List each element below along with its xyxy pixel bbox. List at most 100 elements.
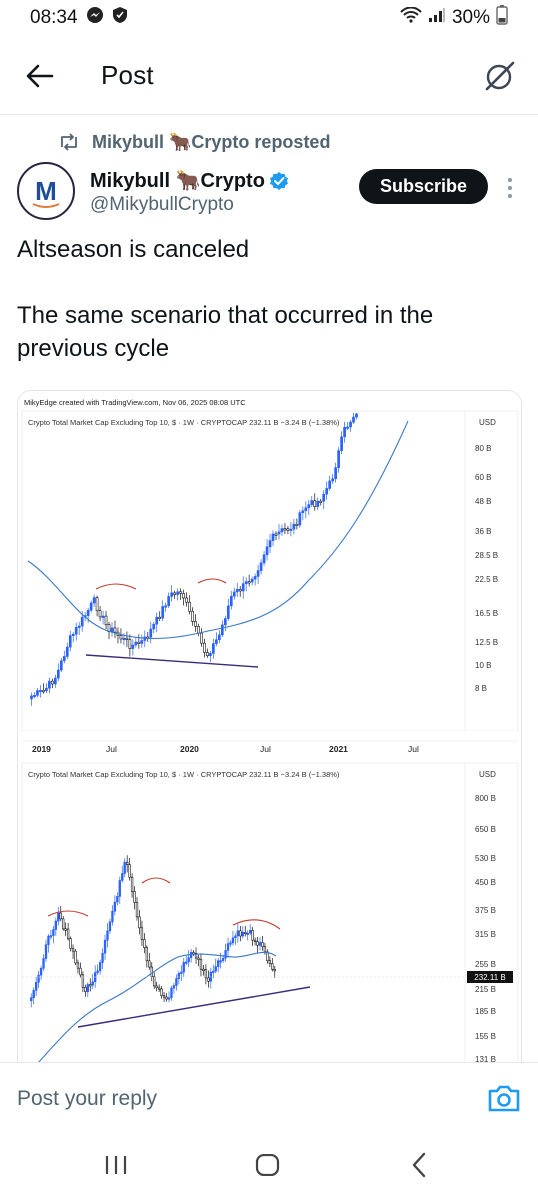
support-trendline xyxy=(77,986,311,1028)
candle xyxy=(238,589,242,592)
candle xyxy=(197,625,200,634)
candle xyxy=(33,694,36,698)
candle xyxy=(212,643,215,654)
repost-indicator[interactable]: Mikybull 🐂Crypto reposted xyxy=(58,130,330,154)
messenger-icon xyxy=(86,6,104,30)
grok-button[interactable] xyxy=(482,58,518,94)
candle xyxy=(235,589,239,593)
candle xyxy=(128,864,131,878)
candle xyxy=(96,970,99,973)
candle xyxy=(273,969,276,972)
candle xyxy=(271,963,274,970)
candle xyxy=(95,597,99,612)
more-options-button[interactable] xyxy=(500,174,520,202)
candle xyxy=(64,928,67,931)
y-tick-label: 22.5 B xyxy=(475,575,498,584)
candle xyxy=(77,625,81,628)
avatar[interactable]: M xyxy=(17,162,75,220)
system-back-button[interactable] xyxy=(410,1152,428,1183)
candle xyxy=(59,912,62,920)
candle xyxy=(119,635,123,640)
candle xyxy=(337,450,340,468)
post-image[interactable]: MikyEdge created with TradingView.com, N… xyxy=(17,390,522,1062)
x-tick-label: 2020 xyxy=(180,744,199,754)
y-tick-label: 16.5 B xyxy=(475,609,498,618)
subscribe-button[interactable]: Subscribe xyxy=(359,169,488,204)
x-tick-label: Jul xyxy=(260,744,271,754)
candle xyxy=(234,935,237,939)
candle xyxy=(71,633,75,636)
candle xyxy=(71,947,75,952)
candle xyxy=(200,632,203,644)
top-arc xyxy=(232,919,281,930)
shield-icon xyxy=(112,6,128,30)
candle xyxy=(45,687,48,692)
candle xyxy=(65,646,69,657)
candle xyxy=(157,987,161,990)
y-tick-label: 10 B xyxy=(475,661,491,670)
candle xyxy=(68,635,72,648)
avatar-logo: M xyxy=(20,165,72,217)
y-tick-label: 375 B xyxy=(475,906,496,915)
candle xyxy=(149,628,153,638)
candle xyxy=(134,641,138,646)
verified-badge-icon xyxy=(269,171,288,190)
candle xyxy=(140,927,144,940)
candle xyxy=(301,510,305,513)
battery-icon xyxy=(496,5,508,31)
candle xyxy=(319,500,323,503)
back-icon xyxy=(412,1152,426,1178)
candle xyxy=(123,861,126,874)
candle xyxy=(155,985,158,989)
wifi-icon xyxy=(400,6,422,29)
candle xyxy=(256,570,260,577)
y-tick-label: 530 B xyxy=(475,854,496,863)
status-time: 08:34 xyxy=(30,7,78,28)
author-name[interactable]: Mikybull 🐂Crypto xyxy=(90,168,289,193)
x-tick-label: 2019 xyxy=(32,744,51,754)
top-arc xyxy=(197,578,227,584)
y-tick-label: 80 B xyxy=(475,444,491,453)
candle xyxy=(246,932,249,935)
candle xyxy=(295,523,299,526)
candle xyxy=(130,876,134,892)
candle xyxy=(52,929,55,936)
arrow-left-icon xyxy=(26,64,54,88)
candle xyxy=(167,596,170,607)
price-tag xyxy=(467,971,513,983)
candle xyxy=(343,427,346,438)
post-text: Altseason is canceled The same scenario … xyxy=(17,236,434,362)
back-button[interactable] xyxy=(22,58,58,94)
author-handle[interactable]: @MikybullCrypto xyxy=(90,194,234,215)
candle xyxy=(204,969,208,979)
home-button[interactable] xyxy=(255,1153,281,1181)
candle xyxy=(177,973,180,979)
candle xyxy=(59,660,63,671)
y-tick-label: 650 B xyxy=(475,825,496,834)
candle xyxy=(42,690,45,693)
candle xyxy=(223,618,227,626)
candle xyxy=(274,533,278,536)
candle xyxy=(289,528,293,531)
y-tick-label: 155 B xyxy=(475,1032,496,1041)
reply-input[interactable] xyxy=(17,1085,457,1113)
candle xyxy=(62,918,65,930)
candle xyxy=(313,500,317,507)
candle xyxy=(80,616,84,627)
recents-button[interactable] xyxy=(104,1154,128,1181)
camera-button[interactable] xyxy=(487,1082,521,1114)
candle xyxy=(261,942,264,947)
candle xyxy=(153,976,156,987)
candle xyxy=(349,421,352,428)
candle xyxy=(39,690,42,693)
top-arc xyxy=(47,910,89,917)
y-tick-label: 315 B xyxy=(475,930,496,939)
candle xyxy=(218,634,221,641)
candle xyxy=(256,941,259,946)
candle xyxy=(224,950,227,959)
candle xyxy=(150,966,153,977)
recents-icon xyxy=(105,1156,127,1174)
y-tick-label: 60 B xyxy=(475,473,491,482)
candle xyxy=(172,985,176,989)
candle xyxy=(292,523,296,530)
